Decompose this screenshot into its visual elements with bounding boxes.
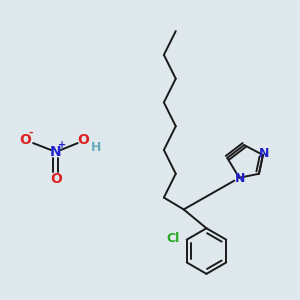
Text: Cl: Cl (166, 232, 179, 245)
Text: N: N (235, 172, 245, 185)
Text: O: O (50, 172, 62, 186)
Text: N: N (50, 145, 62, 159)
Text: O: O (78, 133, 90, 147)
Text: H: H (91, 140, 102, 154)
Text: O: O (19, 133, 31, 147)
Text: N: N (259, 148, 269, 160)
Text: +: + (58, 140, 66, 150)
Text: -: - (29, 128, 33, 138)
